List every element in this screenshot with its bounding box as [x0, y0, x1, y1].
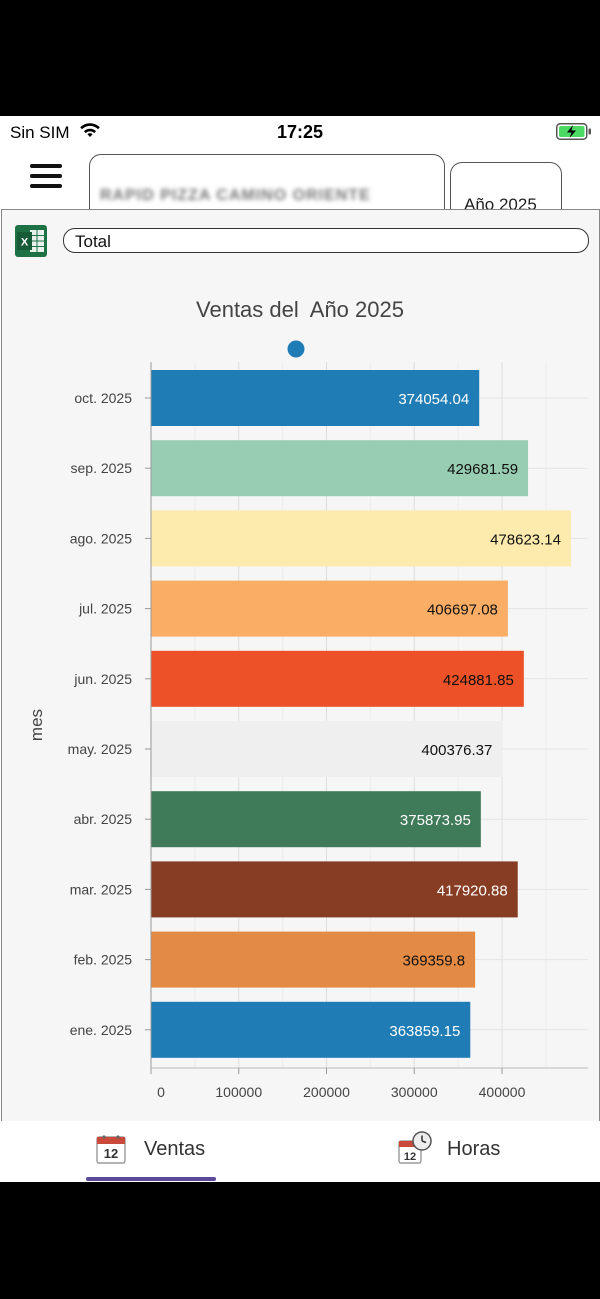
- status-bar: Sin SIM 17:25: [0, 116, 600, 148]
- bar-value-label: 406697.08: [427, 602, 498, 619]
- legend-marker: [287, 340, 305, 358]
- bar-value-label: 369359.8: [403, 953, 466, 970]
- svg-text:12: 12: [404, 1151, 416, 1163]
- total-filter-select[interactable]: Total: [63, 228, 589, 253]
- bar[interactable]: [151, 721, 503, 777]
- carrier-label: Sin SIM: [10, 123, 70, 142]
- app-header: RAPID PIZZA CAMINO ORIENTE Año 2025: [0, 148, 600, 225]
- tab-horas[interactable]: Horas: [447, 1138, 501, 1160]
- bar[interactable]: [151, 931, 476, 988]
- sales-bar-chart: Ventas del Año 2025 mes 374054.04 oct. 20…: [27, 297, 588, 1100]
- bar[interactable]: [151, 1001, 471, 1058]
- bar-value-label: 400376.37: [421, 742, 492, 759]
- category-tick-label: oct. 2025: [74, 390, 132, 406]
- calendar-clock-icon[interactable]: 12: [397, 1131, 433, 1165]
- category-tick-label: mar. 2025: [70, 881, 132, 897]
- bar-value-label: 424881.85: [443, 672, 514, 689]
- bottom-tab-bar: 12 Ventas 12 Horas: [0, 1121, 600, 1182]
- chart-panel: X Total Ventas del Año 2025 mes 374054.0…: [1, 209, 600, 1182]
- category-tick-label: abr. 2025: [74, 811, 133, 827]
- category-tick-label: ago. 2025: [70, 530, 132, 546]
- total-filter-value: Total: [75, 232, 111, 251]
- store-name: RAPID PIZZA CAMINO ORIENTE: [100, 187, 371, 204]
- category-tick-label: jun. 2025: [73, 671, 132, 687]
- excel-export-icon[interactable]: X: [14, 224, 48, 258]
- bar[interactable]: [151, 370, 480, 426]
- x-tick-label: 100000: [215, 1084, 262, 1100]
- bar[interactable]: [151, 510, 571, 567]
- chart-title: Ventas del Año 2025: [196, 297, 404, 322]
- x-tick-label: 300000: [391, 1084, 438, 1100]
- bar[interactable]: [151, 650, 524, 707]
- category-tick-label: ene. 2025: [70, 1022, 132, 1038]
- clock: 17:25: [276, 122, 324, 142]
- category-tick-label: jul. 2025: [78, 601, 132, 617]
- app-screen: Sin SIM 17:25 RAPID PIZZA CAMINO ORIENTE…: [0, 116, 600, 1182]
- menu-icon[interactable]: [30, 164, 62, 188]
- bar-value-label: 478623.14: [490, 531, 561, 548]
- svg-text:X: X: [21, 237, 29, 249]
- bar-value-label: 429681.59: [447, 461, 518, 478]
- battery-charging-icon: [556, 123, 591, 140]
- bar-value-label: 363859.15: [389, 1023, 460, 1040]
- bar-value-label: 375873.95: [400, 812, 471, 829]
- y-axis-label: mes: [27, 709, 46, 741]
- tab-ventas[interactable]: Ventas: [144, 1138, 206, 1160]
- bar[interactable]: [151, 861, 518, 918]
- category-tick-label: feb. 2025: [74, 952, 133, 968]
- calendar-icon[interactable]: 12: [95, 1133, 127, 1165]
- x-tick-label: 0: [157, 1084, 165, 1100]
- x-tick-label: 400000: [479, 1084, 526, 1100]
- active-tab-indicator: [86, 1177, 216, 1181]
- svg-text:12: 12: [104, 1146, 118, 1161]
- bar[interactable]: [151, 440, 529, 497]
- category-tick-label: sep. 2025: [71, 460, 133, 476]
- bar-value-label: 374054.04: [398, 391, 469, 408]
- bar-value-label: 417920.88: [437, 882, 508, 899]
- bar[interactable]: [151, 791, 481, 848]
- x-tick-label: 200000: [303, 1084, 350, 1100]
- category-tick-label: may. 2025: [68, 741, 133, 757]
- bar[interactable]: [151, 580, 508, 637]
- wifi-icon: [80, 123, 100, 137]
